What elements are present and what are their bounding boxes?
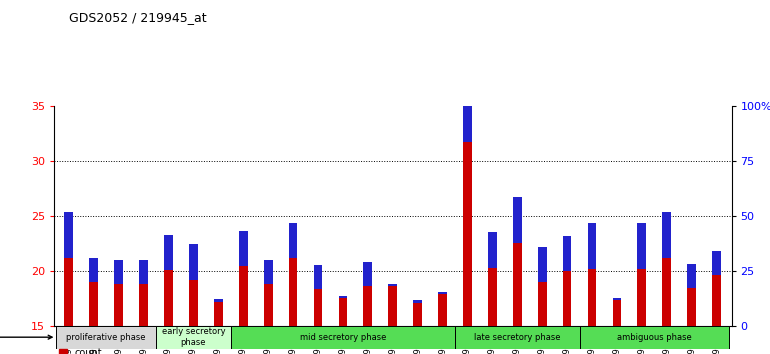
Bar xyxy=(588,269,596,326)
Bar xyxy=(264,260,273,284)
Bar xyxy=(463,142,472,326)
Legend: count, percentile rank within the sample: count, percentile rank within the sample xyxy=(59,348,239,354)
Bar xyxy=(712,251,721,275)
Text: proliferative phase: proliferative phase xyxy=(66,333,146,342)
Bar xyxy=(65,212,73,258)
Bar xyxy=(438,292,447,294)
Bar xyxy=(339,296,347,298)
Bar xyxy=(513,197,521,244)
Bar xyxy=(363,262,372,286)
Text: ambiguous phase: ambiguous phase xyxy=(617,333,691,342)
Bar xyxy=(588,223,596,269)
Bar xyxy=(388,286,397,326)
Bar xyxy=(712,275,721,326)
Bar xyxy=(537,247,547,282)
Bar xyxy=(463,30,472,142)
Bar xyxy=(688,264,696,289)
Bar xyxy=(239,267,248,326)
Bar xyxy=(189,245,198,280)
Bar xyxy=(580,326,729,349)
Bar xyxy=(638,269,646,326)
Text: late secretory phase: late secretory phase xyxy=(474,333,561,342)
Bar xyxy=(156,326,231,349)
Bar xyxy=(313,266,323,290)
Text: GDS2052 / 219945_at: GDS2052 / 219945_at xyxy=(69,11,207,24)
Bar xyxy=(438,294,447,326)
Bar xyxy=(114,284,123,326)
Text: mid secretory phase: mid secretory phase xyxy=(300,333,386,342)
Bar xyxy=(613,298,621,301)
Bar xyxy=(613,301,621,326)
Bar xyxy=(488,233,497,268)
Bar xyxy=(231,326,455,349)
Bar xyxy=(65,258,73,326)
Bar xyxy=(662,258,671,326)
Bar xyxy=(139,284,148,326)
Bar xyxy=(339,298,347,326)
Bar xyxy=(662,212,671,258)
Bar xyxy=(313,290,323,326)
Bar xyxy=(139,260,148,284)
Bar xyxy=(289,223,297,258)
Bar xyxy=(164,235,172,270)
Bar xyxy=(89,282,98,326)
Bar xyxy=(688,289,696,326)
Bar xyxy=(388,284,397,286)
Text: other: other xyxy=(0,332,52,342)
Bar xyxy=(488,268,497,326)
Bar xyxy=(563,236,571,271)
Bar xyxy=(214,299,223,302)
Bar xyxy=(513,244,521,326)
Bar xyxy=(114,260,123,284)
Bar xyxy=(413,303,422,326)
Bar xyxy=(239,231,248,267)
Bar xyxy=(189,280,198,326)
Bar xyxy=(89,258,98,282)
Bar xyxy=(214,302,223,326)
Text: early secretory
phase: early secretory phase xyxy=(162,327,225,347)
Bar xyxy=(413,301,422,303)
Bar xyxy=(289,258,297,326)
Bar xyxy=(363,286,372,326)
Bar xyxy=(455,326,580,349)
Bar xyxy=(264,284,273,326)
Bar xyxy=(537,282,547,326)
Bar xyxy=(164,270,172,326)
Bar xyxy=(638,223,646,269)
Bar xyxy=(563,271,571,326)
Bar xyxy=(56,326,156,349)
